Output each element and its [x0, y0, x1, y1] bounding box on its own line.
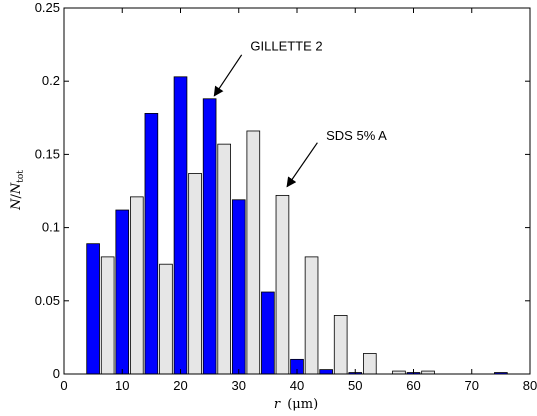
x-tick-label: 40 [290, 378, 304, 393]
x-tick-label: 50 [348, 378, 362, 393]
annotation-arrow-sds-5-a [286, 142, 318, 188]
bar-gillette-2-1 [115, 209, 130, 375]
annotation-arrow-gillette-2 [213, 54, 243, 97]
bar-sds-5-a-0 [100, 256, 115, 375]
bar-sds-5-a-2 [159, 263, 173, 375]
x-axis-title: r (μm) [274, 397, 318, 412]
x-axis-unit: (μm) [287, 397, 318, 412]
axes-layer: 0 10 20 30 40 50 60 70 80 0 0.05 0.1 0.15 0.2 0.25 [35, 0, 537, 393]
x-tick-label: 80 [523, 378, 537, 393]
y-tick-label: 0.1 [42, 220, 60, 235]
bar-gillette-2-2 [144, 113, 159, 375]
x-tick-label: 70 [465, 378, 479, 393]
x-tick-label: 20 [173, 378, 187, 393]
bar-sds-5-a-7 [304, 256, 319, 375]
bar-sds-5-a-6 [275, 194, 290, 375]
bar-gillette-2-8 [319, 369, 333, 375]
bar-sds-5-a-4 [217, 143, 231, 375]
y-tick-label: 0.15 [35, 146, 60, 161]
x-tick-label: 10 [115, 378, 129, 393]
y-axis-numerator: N [9, 198, 24, 211]
y-axis-denominator: N [9, 182, 24, 195]
y-tick-label: 0.05 [35, 293, 60, 308]
y-tick-label: 0.25 [35, 0, 60, 15]
bar-gillette-2-5 [231, 199, 246, 375]
x-axis-variable: r [274, 397, 281, 412]
bars-layer [86, 76, 508, 375]
bar-gillette-2-6 [261, 291, 275, 375]
bar-sds-5-a-9 [362, 353, 377, 375]
x-tick-label: 30 [232, 378, 246, 393]
y-axis-separator: / [9, 194, 24, 199]
annotations-layer: GILLETTE 2 SDS 5% A [213, 38, 387, 188]
bar-sds-5-a-3 [188, 173, 202, 375]
y-axis-denominator-subscript: tot [16, 170, 26, 183]
y-tick-label: 0.2 [42, 73, 60, 88]
y-tick-label: 0 [53, 366, 60, 381]
bar-sds-5-a-8 [333, 315, 348, 375]
bar-gillette-2-3 [173, 76, 188, 375]
bar-sds-5-a-5 [246, 130, 261, 375]
bar-gillette-2-0 [86, 243, 100, 375]
bar-gillette-2-4 [202, 98, 217, 375]
annotation-label-gillette-2: GILLETTE 2 [250, 38, 322, 53]
bar-sds-5-a-1 [130, 196, 144, 375]
annotation-label-sds-5-a: SDS 5% A [326, 128, 387, 143]
y-axis-title: N/Ntot [9, 170, 26, 211]
x-tick-label: 0 [60, 378, 67, 393]
x-tick-label: 60 [406, 378, 420, 393]
